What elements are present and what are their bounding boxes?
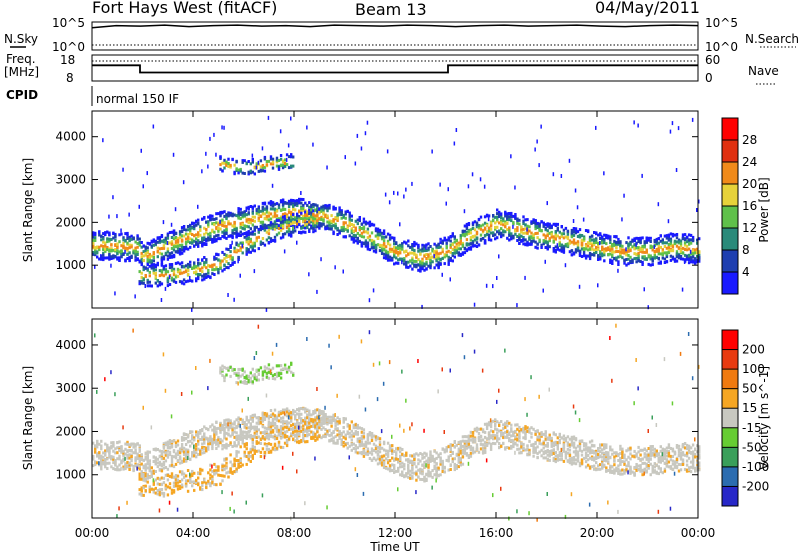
velocity-colorbar: 200 100 50 15 -15 -50 -100 -200 [721, 329, 769, 507]
time-tick-label: 00:00 [681, 526, 716, 540]
noise-right-label: N.Search [745, 32, 799, 46]
noise-sky-line [91, 24, 699, 29]
freq-tick-top: 18 [60, 53, 75, 67]
velocity-colorbar-cell [722, 447, 738, 467]
power-data-points [92, 115, 701, 312]
nave-tick-bottom: 0 [705, 71, 713, 85]
power-colorbar-cell [722, 228, 738, 250]
nave-label: Nave [748, 64, 779, 78]
power-ytick-label: 1000 [55, 258, 86, 272]
power-colorbar-label: Power [dB] [757, 177, 771, 242]
velocity-ytick-label: 3000 [55, 381, 86, 395]
power-colorbar-cell [722, 140, 738, 162]
power-colorbar-cell [722, 272, 738, 294]
freq-tick-bottom: 8 [66, 71, 74, 85]
noise-right-tick-bottom: 10^0 [705, 40, 738, 54]
velocity-panel: 1000 2000 3000 4000 00:00 04:00 08:00 12:00 16:… [21, 111, 771, 554]
noise-panel: N.Sky 10^5 10^0 10^5 10^0 N.Search [4, 16, 799, 54]
cpid-value: normal 150 IF [96, 92, 179, 106]
time-tick-label: 12:00 [378, 526, 413, 540]
time-tick-label: 20:00 [580, 526, 615, 540]
frequency-line [92, 64, 698, 74]
freq-label-2: [MHz] [4, 65, 39, 79]
time-tick-label: 00:00 [75, 526, 110, 540]
velocity-colorbar-tick: 100 [742, 362, 765, 376]
velocity-ytick-label: 2000 [55, 424, 86, 438]
velocity-xlabel: Time UT [369, 540, 420, 554]
velocity-colorbar-tick: -15 [742, 421, 762, 435]
power-colorbar-tick: 24 [742, 155, 757, 169]
power-colorbar: 4 8 12 16 20 24 28 [721, 117, 757, 295]
noise-left-tick-bottom: 10^0 [52, 40, 85, 54]
power-colorbar-cell [722, 118, 738, 140]
velocity-colorbar-tick: 200 [742, 343, 765, 357]
cpid-label: CPID [6, 88, 38, 102]
cpid-panel: CPID normal 150 IF [6, 86, 179, 106]
velocity-colorbar-tick: 15 [742, 401, 757, 415]
time-tick-label: 04:00 [176, 526, 211, 540]
velocity-colorbar-cell [722, 349, 738, 370]
frequency-panel: Freq. [MHz] 18 8 60 0 Nave [4, 52, 779, 85]
time-tick-label: 16:00 [479, 526, 514, 540]
noise-left-tick-top: 10^5 [52, 16, 85, 30]
beam-title: Beam 13 [355, 0, 427, 19]
velocity-colorbar-tick: -50 [742, 440, 762, 454]
station-title: Fort Hays West (fitACF) [92, 0, 277, 17]
power-ytick-label: 2000 [55, 215, 86, 229]
velocity-colorbar-cell [722, 330, 738, 350]
power-colorbar-cell [722, 184, 738, 206]
velocity-colorbar-cell [722, 388, 738, 409]
velocity-colorbar-cell [722, 486, 738, 506]
velocity-ytick-label: 1000 [55, 468, 86, 482]
velocity-colorbar-cell [722, 369, 738, 389]
power-colorbar-tick: 4 [742, 265, 750, 279]
power-colorbar-cell [722, 206, 738, 228]
power-colorbar-tick: 12 [742, 221, 757, 235]
velocity-ytick-label: 4000 [55, 338, 86, 352]
velocity-ylabel: Slant Range [km] [21, 366, 35, 470]
power-colorbar-tick: 8 [742, 243, 750, 257]
power-colorbar-tick: 16 [742, 199, 757, 213]
power-colorbar-tick: 28 [742, 133, 757, 147]
freq-label-1: Freq. [6, 52, 36, 66]
noise-left-label: N.Sky [4, 32, 38, 46]
time-tick-label: 08:00 [277, 526, 312, 540]
velocity-colorbar-tick: -100 [742, 460, 769, 474]
velocity-colorbar-cell [722, 427, 738, 448]
power-ytick-label: 4000 [55, 130, 86, 144]
power-colorbar-tick: 20 [742, 177, 757, 191]
power-colorbar-cell [722, 162, 738, 184]
velocity-data-points [92, 323, 701, 522]
velocity-colorbar-tick: -200 [742, 479, 769, 493]
velocity-colorbar-tick: 50 [742, 382, 757, 396]
power-ylabel: Slant Range [km] [21, 158, 35, 262]
power-ytick-label: 3000 [55, 173, 86, 187]
velocity-colorbar-cell [722, 408, 738, 428]
power-panel: 1000 2000 3000 4000 Slant Range [km] 4 8 12 16… [21, 110, 771, 312]
noise-right-tick-top: 10^5 [705, 16, 738, 30]
velocity-colorbar-label: Velocity [m s^-1] [757, 366, 771, 470]
date-title: 04/May/2011 [595, 0, 700, 17]
nave-tick-top: 60 [705, 53, 720, 67]
power-colorbar-cell [722, 250, 738, 272]
velocity-colorbar-cell [722, 466, 738, 487]
